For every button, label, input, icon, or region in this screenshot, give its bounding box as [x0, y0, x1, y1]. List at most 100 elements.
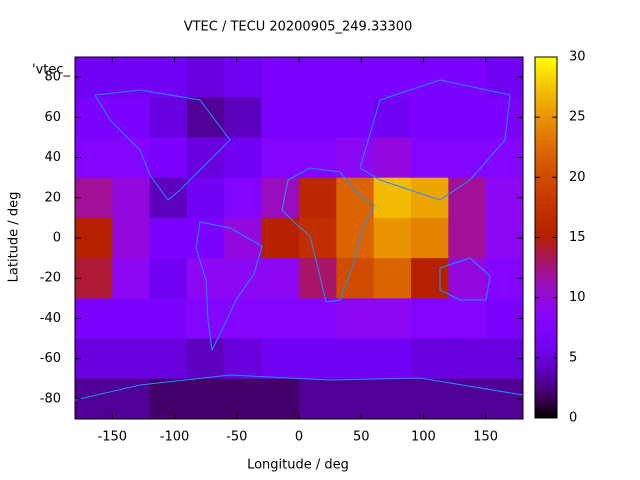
- colorbar-tick-label: 0: [569, 411, 577, 426]
- heat-cell: [149, 177, 188, 219]
- heat-cell: [112, 57, 151, 98]
- heat-cell: [224, 338, 263, 380]
- heat-cell: [299, 258, 337, 299]
- colorbar-tick-label: 20: [569, 170, 586, 185]
- x-tick-label: 50: [353, 430, 370, 445]
- heat-cell: [261, 57, 300, 98]
- heat-cell: [373, 338, 412, 380]
- heat-cell: [299, 57, 337, 98]
- colorbar-tick-label: 10: [569, 290, 586, 305]
- heat-cell: [261, 137, 300, 179]
- heat-cell: [75, 217, 113, 259]
- heat-cell: [261, 177, 300, 219]
- heat-cell: [261, 97, 300, 138]
- x-tick-label: -150: [98, 430, 128, 445]
- heat-cell: [224, 217, 263, 259]
- coastlines: [75, 79, 523, 401]
- heat-cell: [411, 258, 449, 299]
- heat-cell: [75, 258, 113, 299]
- heat-cell: [224, 177, 263, 219]
- heat-cell: [299, 338, 337, 380]
- heatmap: [75, 57, 523, 419]
- heat-cell: [112, 97, 151, 138]
- heat-cell: [112, 217, 151, 259]
- heat-cell: [187, 137, 225, 179]
- heat-cell: [187, 298, 225, 340]
- heat-cell: [299, 217, 337, 259]
- heat-cell: [336, 57, 375, 98]
- heat-cell: [224, 298, 263, 340]
- y-tick-label: 20: [44, 190, 61, 205]
- heat-cell: [373, 57, 412, 98]
- heat-cell: [411, 378, 449, 419]
- x-tick-label: -50: [226, 430, 247, 445]
- heat-cell: [112, 258, 151, 299]
- heat-cell: [224, 97, 263, 138]
- heat-cell: [448, 217, 487, 259]
- heat-cell: [149, 137, 188, 179]
- heat-cell: [336, 338, 375, 380]
- heat-cell: [411, 338, 449, 380]
- heat-cell: [373, 137, 412, 179]
- heat-cell: [485, 338, 523, 380]
- heat-cell: [149, 378, 188, 419]
- heat-cell: [149, 338, 188, 380]
- heat-cell: [261, 217, 300, 259]
- heat-cell: [149, 97, 188, 138]
- y-tick-label: 60: [44, 110, 61, 125]
- heat-cell: [75, 57, 113, 98]
- y-tick-label: 40: [44, 150, 61, 165]
- y-tick-label: -80: [40, 391, 61, 406]
- x-tick-label: 100: [411, 430, 436, 445]
- heat-cell: [485, 137, 523, 179]
- heat-cell: [187, 378, 225, 419]
- heat-cell: [299, 378, 337, 419]
- heat-cell: [448, 298, 487, 340]
- heat-cell: [261, 298, 300, 340]
- heat-cell: [224, 57, 263, 98]
- heat-cell: [485, 378, 523, 419]
- heat-cell: [448, 97, 487, 138]
- heat-cell: [448, 258, 487, 299]
- y-tick-label: -20: [40, 271, 61, 286]
- heat-cell: [261, 258, 300, 299]
- heat-cell: [75, 137, 113, 179]
- x-tick-label: -100: [160, 430, 190, 445]
- heat-cell: [336, 298, 375, 340]
- heat-cell: [187, 217, 225, 259]
- heat-cell: [75, 177, 113, 219]
- colorbar-tick-label: 30: [569, 50, 586, 65]
- chart-title: VTEC / TECU 20200905_249.33300: [184, 20, 413, 35]
- y-axis-label: Latitude / deg: [7, 192, 22, 283]
- y-tick-label: 80: [44, 70, 61, 85]
- heat-cell: [112, 177, 151, 219]
- heat-cell: [411, 137, 449, 179]
- heat-cell: [261, 338, 300, 380]
- heat-cell: [485, 298, 523, 340]
- heat-cell: [112, 137, 151, 179]
- heat-cell: [149, 217, 188, 259]
- heat-cell: [149, 258, 188, 299]
- colorbar-tick-label: 15: [569, 230, 586, 245]
- x-tick-label: 150: [473, 430, 498, 445]
- heat-cell: [336, 177, 375, 219]
- heat-cell: [485, 97, 523, 138]
- heat-cell: [75, 97, 113, 138]
- heat-cell: [75, 298, 113, 340]
- heat-cell: [112, 338, 151, 380]
- heat-cell: [336, 217, 375, 259]
- heat-cell: [448, 338, 487, 380]
- heat-cell: [149, 298, 188, 340]
- heat-cell: [411, 217, 449, 259]
- heat-cell: [112, 378, 151, 419]
- heat-cell: [485, 177, 523, 219]
- colorbar-tick-label: 25: [569, 110, 586, 125]
- heat-cell: [336, 137, 375, 179]
- heat-cell: [448, 137, 487, 179]
- heat-cell: [261, 378, 300, 419]
- heat-cell: [448, 57, 487, 98]
- y-tick-label: -40: [40, 311, 61, 326]
- heat-cell: [224, 378, 263, 419]
- heat-cell: [336, 97, 375, 138]
